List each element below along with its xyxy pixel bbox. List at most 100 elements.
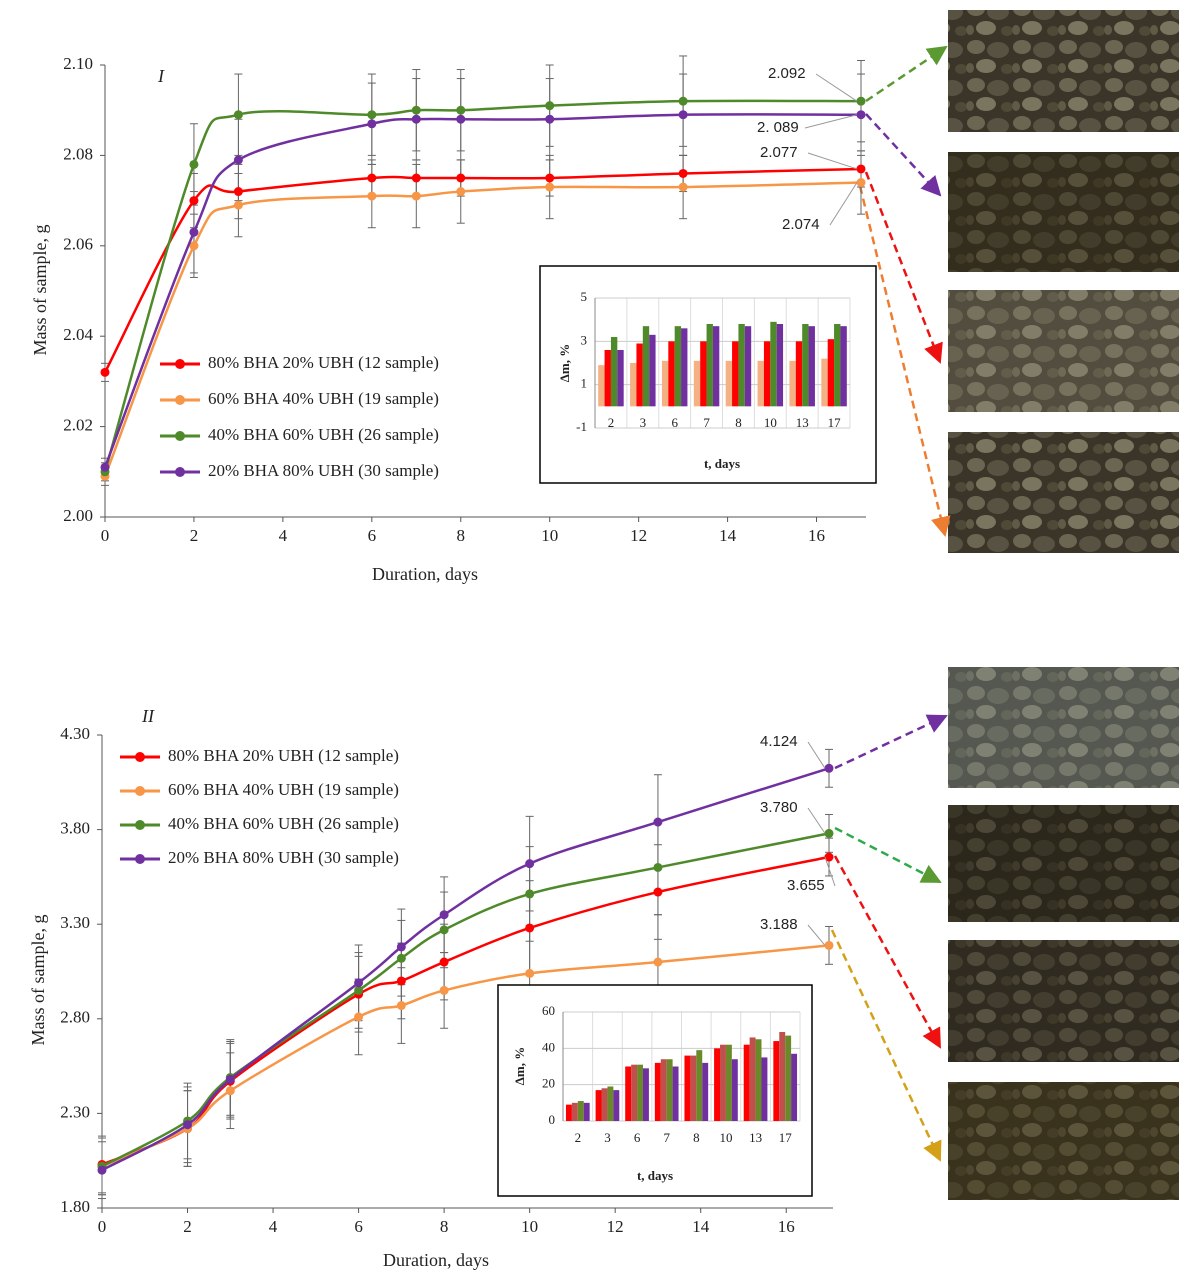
bar bbox=[776, 324, 784, 407]
point bbox=[367, 119, 377, 129]
y-tick-label: 2.02 bbox=[63, 416, 93, 435]
legend-marker bbox=[175, 467, 185, 477]
x-axis-label: Duration, days bbox=[372, 564, 478, 584]
y-tick-label: 2.30 bbox=[60, 1102, 90, 1121]
bar bbox=[808, 326, 815, 407]
bar bbox=[681, 328, 688, 407]
bar bbox=[744, 326, 752, 407]
point bbox=[225, 1086, 235, 1096]
point bbox=[367, 191, 377, 201]
bar bbox=[763, 341, 771, 407]
x-tick-label: 6 bbox=[368, 526, 377, 545]
x-tick-label: 2 bbox=[190, 526, 199, 545]
legend-marker bbox=[135, 820, 145, 830]
point bbox=[824, 940, 834, 950]
photo bbox=[948, 667, 1179, 788]
point bbox=[545, 101, 555, 111]
bar bbox=[565, 1104, 572, 1121]
bar bbox=[821, 358, 828, 407]
legend-label: 20% BHA 80% UBH (30 sample) bbox=[168, 848, 399, 867]
bar bbox=[834, 324, 841, 407]
point bbox=[233, 187, 243, 197]
arrow bbox=[865, 45, 948, 103]
x-tick-label: 4 bbox=[269, 1217, 278, 1236]
x-tick-label: 12 bbox=[630, 526, 647, 545]
photo-tint bbox=[948, 805, 1179, 922]
x-tick-label: 10 bbox=[764, 415, 777, 430]
y-tick-label: 3.80 bbox=[60, 819, 90, 838]
photo bbox=[948, 10, 1179, 132]
arrows bbox=[830, 45, 951, 1162]
bar bbox=[672, 1066, 679, 1121]
inset-chart: 0 20 40 60 2 3 6 7 8 10 13 17 t, days Δm, % bbox=[497, 984, 813, 1197]
y-tick-label: 2.00 bbox=[63, 506, 93, 525]
leader-line bbox=[807, 741, 826, 769]
point bbox=[525, 923, 535, 933]
point bbox=[545, 173, 555, 183]
bar bbox=[732, 341, 739, 407]
photo bbox=[948, 432, 1179, 553]
bar bbox=[598, 365, 605, 407]
x-tick-label: 16 bbox=[778, 1217, 795, 1236]
point bbox=[824, 763, 834, 773]
point bbox=[856, 96, 866, 106]
x-tick-label: 2 bbox=[608, 415, 615, 430]
value-label: 2.077 bbox=[760, 144, 798, 161]
point bbox=[653, 862, 663, 872]
bar bbox=[696, 1050, 703, 1121]
point bbox=[456, 173, 466, 183]
photo-tint bbox=[948, 940, 1179, 1062]
bar bbox=[601, 1088, 608, 1121]
value-label: 3.655 bbox=[787, 877, 825, 894]
bar bbox=[785, 1035, 792, 1121]
x-tick-label: 7 bbox=[703, 415, 710, 430]
point bbox=[678, 96, 688, 106]
leader-line bbox=[807, 152, 858, 170]
bar bbox=[693, 360, 701, 407]
legend-marker bbox=[175, 359, 185, 369]
leader-line bbox=[807, 807, 826, 834]
line-chart: 2.002.022.042.062.082.100 2 4 6 8 10 12 14 16IDu… bbox=[30, 54, 866, 584]
point bbox=[411, 191, 421, 201]
bar bbox=[631, 1064, 638, 1121]
point bbox=[367, 173, 377, 183]
photo bbox=[948, 152, 1179, 272]
point bbox=[411, 105, 421, 115]
x-tick-label: 4 bbox=[279, 526, 288, 545]
point bbox=[396, 942, 406, 952]
bar bbox=[714, 1048, 721, 1121]
leader-line bbox=[804, 114, 858, 129]
bar bbox=[607, 1086, 614, 1121]
chart-title: II bbox=[141, 706, 155, 726]
x-tick-label: 14 bbox=[692, 1217, 710, 1236]
x-tick-label: 3 bbox=[640, 415, 647, 430]
point bbox=[678, 110, 688, 120]
point bbox=[225, 1074, 235, 1084]
y-tick-label: 2.06 bbox=[63, 235, 93, 254]
point bbox=[183, 1120, 193, 1130]
x-axis-label: t, days bbox=[704, 456, 740, 471]
point bbox=[189, 159, 199, 169]
legend-label: 40% BHA 60% UBH (26 sample) bbox=[168, 814, 399, 833]
point bbox=[653, 817, 663, 827]
y-axis-label: Δm, % bbox=[512, 1047, 527, 1085]
bar bbox=[637, 1064, 643, 1121]
point bbox=[439, 925, 449, 935]
photo-tint bbox=[948, 667, 1179, 788]
point bbox=[411, 173, 421, 183]
bar bbox=[761, 1057, 768, 1121]
bar bbox=[610, 337, 618, 407]
y-axis-label: Mass of sample, g bbox=[30, 225, 50, 356]
bar bbox=[720, 1044, 726, 1121]
photos bbox=[948, 10, 1179, 1200]
bar bbox=[617, 350, 624, 407]
x-tick-label: 14 bbox=[719, 526, 737, 545]
point bbox=[824, 852, 834, 862]
point bbox=[189, 227, 199, 237]
arrow bbox=[834, 826, 942, 884]
y-tick-label: 2.10 bbox=[63, 54, 93, 73]
x-tick-label: 0 bbox=[98, 1217, 107, 1236]
x-tick-label: 6 bbox=[671, 415, 678, 430]
y-tick-label: 1 bbox=[581, 376, 588, 391]
point bbox=[678, 168, 688, 178]
